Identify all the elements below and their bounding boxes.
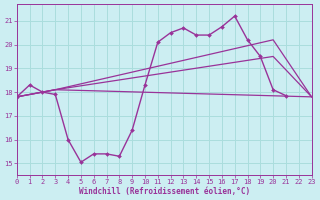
X-axis label: Windchill (Refroidissement éolien,°C): Windchill (Refroidissement éolien,°C) xyxy=(79,187,250,196)
